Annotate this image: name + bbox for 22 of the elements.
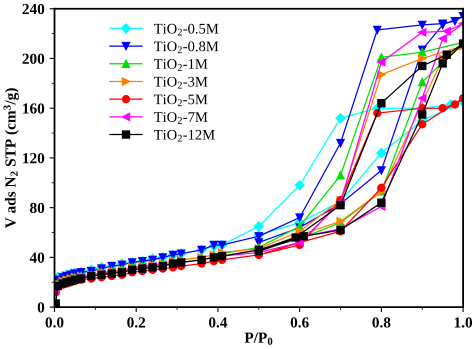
legend-label: TiO$_{2}$-7M	[154, 112, 208, 124]
y-tick-label: 80	[30, 202, 44, 214]
y-tick-label: 120	[23, 153, 44, 164]
x-tick-label: 0.6	[290, 317, 309, 328]
legend-label: TiO$_{2}$-1M	[154, 59, 208, 71]
x-tick-label: 0.4	[208, 317, 228, 328]
x-axis-title: P/P$_{0}$	[244, 332, 272, 345]
legend-label: TiO$_{2}$-0.8M	[154, 41, 218, 54]
y-tick-label: 0	[38, 302, 44, 313]
x-tick-label: 1.0	[454, 317, 472, 328]
y-tick-label: 240	[22, 4, 44, 14]
y-tick-label: 200	[22, 54, 44, 64]
legend-label: TiO$_{2}$-0.5M	[154, 24, 218, 36]
legend-label: TiO$_{2}$-12M	[154, 130, 215, 142]
y-tick-label: 40	[30, 252, 44, 263]
legend-label: TiO$_{2}$-5M	[154, 94, 208, 106]
y-tick-label: 160	[23, 103, 44, 114]
x-tick-label: 0.2	[127, 317, 146, 328]
y-axis-title: V ads N$_{2}$ STP (cm$^{3}$/g)	[4, 88, 19, 228]
x-tick-label: 0.0	[46, 317, 64, 328]
x-tick-label: 0.8	[372, 317, 390, 328]
legend-label: TiO$_{2}$-3M	[154, 76, 208, 88]
